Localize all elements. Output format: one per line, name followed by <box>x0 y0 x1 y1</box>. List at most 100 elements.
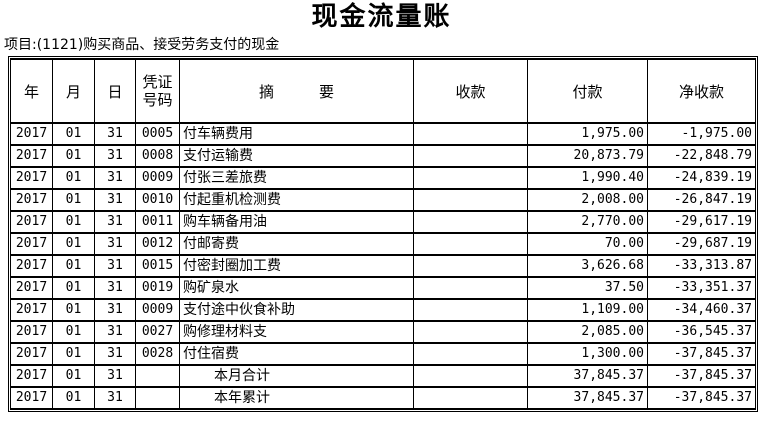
cell-receipt <box>413 232 528 256</box>
cell-net: -26,847.19 <box>647 188 756 212</box>
header-month: 月 <box>52 58 95 124</box>
table-row: 2017 01 31 0010 付起重机检测费 2,008.00 -26,847.19 <box>10 188 756 212</box>
cell-receipt <box>413 298 528 322</box>
cell-net: -22,848.79 <box>647 144 756 168</box>
cell-voucher: 0027 <box>135 320 180 344</box>
cell-receipt <box>413 166 528 190</box>
cell-month: 01 <box>52 210 95 234</box>
header-summary: 摘 要 <box>179 58 414 124</box>
table-row: 2017 01 31 0009 付张三差旅费 1,990.40 -24,839.19 <box>10 166 756 190</box>
cell-month: 01 <box>52 276 95 300</box>
cell-net: -1,975.00 <box>647 122 756 146</box>
cell-summary: 付邮寄费 <box>179 232 414 256</box>
table-row: 2017 01 31 0008 支付运输费 20,873.79 -22,848.79 <box>10 144 756 168</box>
cell-voucher: 0009 <box>135 166 180 190</box>
table-row: 2017 01 31 本年累计 37,845.37 -37,845.37 <box>10 386 756 410</box>
cell-payment: 1,990.40 <box>527 166 648 190</box>
cell-voucher: 0009 <box>135 298 180 322</box>
cell-day: 31 <box>94 386 136 410</box>
cell-voucher: 0019 <box>135 276 180 300</box>
cell-summary: 付住宿费 <box>179 342 414 366</box>
cell-receipt <box>413 144 528 168</box>
cell-summary: 支付途中伙食补助 <box>179 298 414 322</box>
cell-payment: 2,008.00 <box>527 188 648 212</box>
cell-summary: 付起重机检测费 <box>179 188 414 212</box>
cell-day: 31 <box>94 342 136 366</box>
ledger-item-subtitle: 项目:(1121)购买商品、接受劳务支付的现金 <box>4 37 280 53</box>
cell-summary: 购矿泉水 <box>179 276 414 300</box>
cell-day: 31 <box>94 166 136 190</box>
cell-day: 31 <box>94 320 136 344</box>
cell-voucher <box>135 386 180 410</box>
cell-day: 31 <box>94 210 136 234</box>
cell-year: 2017 <box>10 166 53 190</box>
header-payment: 付款 <box>527 58 648 124</box>
cell-year: 2017 <box>10 298 53 322</box>
cell-voucher: 0028 <box>135 342 180 366</box>
cell-voucher: 0010 <box>135 188 180 212</box>
cell-receipt <box>413 254 528 278</box>
cell-receipt <box>413 210 528 234</box>
table-row: 2017 01 31 0005 付车辆费用 1,975.00 -1,975.00 <box>10 122 756 146</box>
cell-month: 01 <box>52 386 95 410</box>
cell-voucher: 0008 <box>135 144 180 168</box>
cell-month: 01 <box>52 166 95 190</box>
cell-year: 2017 <box>10 276 53 300</box>
cell-summary: 本月合计 <box>179 364 414 388</box>
cell-net: -37,845.37 <box>647 364 756 388</box>
header-year: 年 <box>10 58 53 124</box>
header-day: 日 <box>94 58 136 124</box>
cell-year: 2017 <box>10 320 53 344</box>
cell-day: 31 <box>94 254 136 278</box>
cell-payment: 20,873.79 <box>527 144 648 168</box>
cell-voucher: 0005 <box>135 122 180 146</box>
ledger-body: 2017 01 31 0005 付车辆费用 1,975.00 -1,975.00 2017 01… <box>10 122 756 410</box>
cell-month: 01 <box>52 144 95 168</box>
cell-net: -29,687.19 <box>647 232 756 256</box>
cell-payment: 2,770.00 <box>527 210 648 234</box>
cell-month: 01 <box>52 298 95 322</box>
header-voucher-line2: 号码 <box>142 91 173 109</box>
cell-receipt <box>413 188 528 212</box>
cell-summary: 本年累计 <box>179 386 414 410</box>
cell-month: 01 <box>52 232 95 256</box>
header-voucher-line1: 凭证 <box>142 73 173 91</box>
cell-payment: 1,300.00 <box>527 342 648 366</box>
cell-month: 01 <box>52 364 95 388</box>
cell-payment: 37,845.37 <box>527 364 648 388</box>
cell-month: 01 <box>52 320 95 344</box>
cell-voucher: 0011 <box>135 210 180 234</box>
cell-payment: 1,109.00 <box>527 298 648 322</box>
cell-payment: 37,845.37 <box>527 386 648 410</box>
cell-net: -33,313.87 <box>647 254 756 278</box>
cell-summary: 购修理材料支 <box>179 320 414 344</box>
cell-receipt <box>413 276 528 300</box>
cell-receipt <box>413 342 528 366</box>
cell-day: 31 <box>94 122 136 146</box>
cell-day: 31 <box>94 188 136 212</box>
cell-day: 31 <box>94 364 136 388</box>
cell-day: 31 <box>94 232 136 256</box>
cell-voucher: 0015 <box>135 254 180 278</box>
cell-receipt <box>413 320 528 344</box>
cell-day: 31 <box>94 298 136 322</box>
header-receipt: 收款 <box>413 58 528 124</box>
cell-net: -37,845.37 <box>647 386 756 410</box>
cell-net: -37,845.37 <box>647 342 756 366</box>
table-row: 2017 01 31 0009 支付途中伙食补助 1,109.00 -34,460.37 <box>10 298 756 322</box>
header-voucher-number: 凭证 号码 <box>135 58 180 124</box>
cell-year: 2017 <box>10 386 53 410</box>
cell-summary: 付密封圈加工费 <box>179 254 414 278</box>
ledger-table-frame: 年 月 日 凭证 号码 摘 要 收款 付款 净收款 2017 01 31 0005 付车… <box>8 56 758 412</box>
table-row: 2017 01 31 0011 购车辆备用油 2,770.00 -29,617.19 <box>10 210 756 234</box>
cell-summary: 购车辆备用油 <box>179 210 414 234</box>
header-row: 年 月 日 凭证 号码 摘 要 收款 付款 净收款 <box>10 58 756 124</box>
cell-year: 2017 <box>10 122 53 146</box>
cell-day: 31 <box>94 144 136 168</box>
cell-voucher <box>135 364 180 388</box>
table-row: 2017 01 31 本月合计 37,845.37 -37,845.37 <box>10 364 756 388</box>
cell-payment: 70.00 <box>527 232 648 256</box>
cell-month: 01 <box>52 254 95 278</box>
cell-year: 2017 <box>10 144 53 168</box>
